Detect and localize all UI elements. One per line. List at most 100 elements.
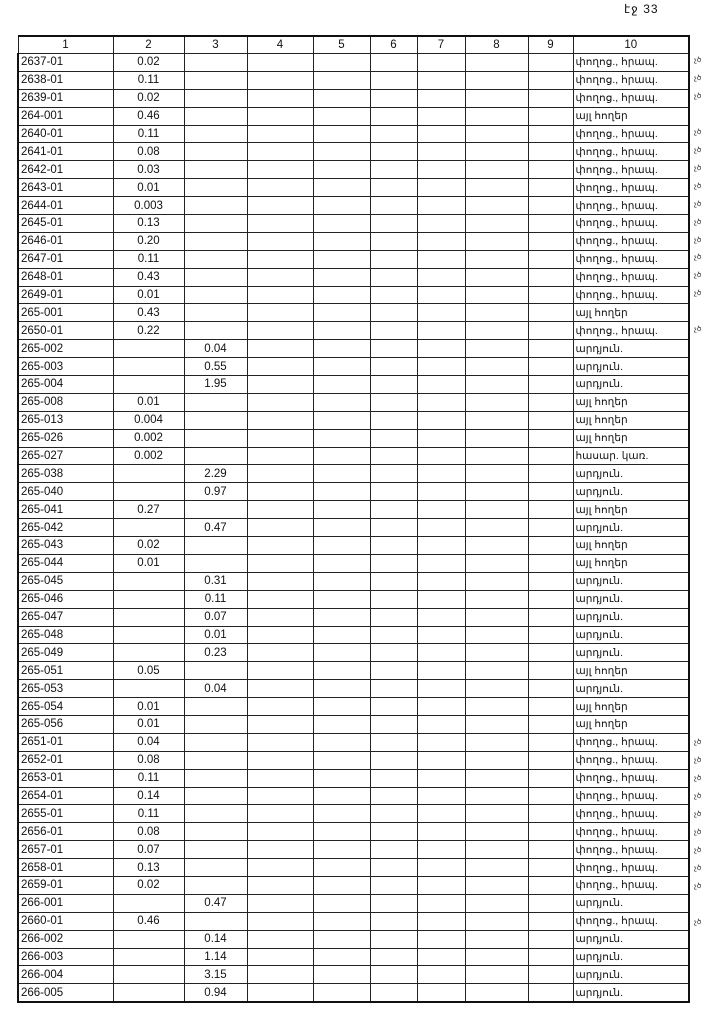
land-use-cell: փողոց., հրապ. bbox=[572, 768, 690, 788]
column-9-cell bbox=[527, 160, 574, 180]
parcel-id-cell: 265-042 bbox=[17, 518, 114, 538]
column-4-cell bbox=[246, 410, 314, 430]
column-4-cell bbox=[246, 911, 314, 931]
column-2-cell bbox=[112, 589, 185, 609]
column-2-cell: 0.14 bbox=[112, 786, 185, 806]
column-4-cell bbox=[246, 375, 314, 394]
column-9-cell bbox=[527, 410, 574, 430]
column-4-cell bbox=[246, 518, 314, 538]
parcel-id-cell: 265-051 bbox=[17, 661, 114, 681]
column-4-cell bbox=[246, 464, 314, 484]
column-9-cell bbox=[527, 768, 574, 788]
column-3-cell: 1.95 bbox=[183, 375, 248, 394]
column-4-cell bbox=[246, 70, 314, 90]
column-5-cell bbox=[312, 732, 371, 752]
column-4-cell bbox=[246, 571, 314, 591]
column-9-cell bbox=[527, 464, 574, 484]
column-2-cell bbox=[112, 643, 185, 663]
column-2-cell bbox=[112, 983, 185, 1004]
column-6-cell bbox=[369, 553, 418, 573]
parcel-id-cell: 2640-01 bbox=[17, 124, 114, 144]
column-8-cell bbox=[464, 178, 529, 198]
column-9-cell bbox=[527, 679, 574, 699]
table-row: 2639-01 0.02 փողոց., հրապ. bbox=[17, 88, 690, 108]
table-row: 265-003 0.55 արդյուն. bbox=[17, 357, 690, 377]
column-4-cell bbox=[246, 392, 314, 412]
parcel-id-cell: 265-004 bbox=[17, 375, 114, 394]
column-2-cell: 0.27 bbox=[112, 500, 185, 520]
column-9-cell bbox=[527, 249, 574, 269]
column-8-cell bbox=[464, 822, 529, 842]
column-8-cell bbox=[464, 714, 529, 734]
parcel-id-cell: 2654-01 bbox=[17, 786, 114, 806]
parcel-id-cell: 2658-01 bbox=[17, 858, 114, 877]
column-4-cell bbox=[246, 947, 314, 967]
column-4-cell bbox=[246, 553, 314, 573]
column-7-cell bbox=[416, 589, 466, 609]
column-5-cell bbox=[312, 965, 371, 985]
column-8-cell bbox=[464, 392, 529, 412]
column-8-cell bbox=[464, 893, 529, 913]
column-5-cell bbox=[312, 589, 371, 609]
column-4-cell bbox=[246, 965, 314, 985]
land-use-cell: այլ հողեր bbox=[572, 303, 690, 323]
parcel-id-cell: 2660-01 bbox=[17, 911, 114, 931]
column-7-cell bbox=[416, 482, 466, 502]
column-2-cell: 0.01 bbox=[112, 714, 185, 734]
land-use-cell: հասար. կառ. bbox=[572, 446, 690, 466]
column-3-cell bbox=[183, 840, 248, 860]
column-6-cell bbox=[369, 231, 418, 251]
column-3-cell bbox=[183, 875, 248, 895]
margin-note: չծ bbox=[694, 757, 702, 765]
column-7-cell bbox=[416, 643, 466, 663]
column-9-cell bbox=[527, 786, 574, 806]
column-9-cell bbox=[527, 571, 574, 591]
column-header: 2 bbox=[112, 35, 185, 54]
column-9-cell bbox=[527, 142, 574, 162]
column-8-cell bbox=[464, 303, 529, 323]
column-6-cell bbox=[369, 70, 418, 90]
parcel-id-cell: 2651-01 bbox=[17, 732, 114, 752]
column-3-cell bbox=[183, 196, 248, 216]
parcel-id-cell: 2644-01 bbox=[17, 196, 114, 216]
column-6-cell bbox=[369, 410, 418, 430]
column-5-cell bbox=[312, 178, 371, 198]
table-row: 265-027 0.002 հասար. կառ. bbox=[17, 446, 690, 466]
margin-note: չծ bbox=[694, 882, 702, 890]
parcel-id-cell: 2647-01 bbox=[17, 249, 114, 269]
table-row: 265-047 0.07 արդյուն. bbox=[17, 607, 690, 627]
column-5-cell bbox=[312, 571, 371, 591]
column-4-cell bbox=[246, 822, 314, 842]
table-row: 2638-01 0.11 փողոց., հրապ. bbox=[17, 70, 690, 90]
column-5-cell bbox=[312, 661, 371, 681]
column-3-cell bbox=[183, 536, 248, 555]
column-6-cell bbox=[369, 375, 418, 394]
column-8-cell bbox=[464, 446, 529, 466]
column-6-cell bbox=[369, 536, 418, 555]
column-2-cell bbox=[112, 571, 185, 591]
margin-note: չծ bbox=[694, 57, 702, 64]
table-row: 2650-01 0.22 փողոց., հրապ. bbox=[17, 321, 690, 341]
column-3-cell: 0.47 bbox=[183, 893, 248, 913]
column-5-cell bbox=[312, 482, 371, 502]
column-5-cell bbox=[312, 357, 371, 377]
column-header: 9 bbox=[527, 35, 574, 54]
page-number: էջ 33 bbox=[624, 2, 659, 16]
column-4-cell bbox=[246, 858, 314, 877]
column-7-cell bbox=[416, 464, 466, 484]
column-8-cell bbox=[464, 428, 529, 448]
margin-note: չծ bbox=[694, 74, 702, 82]
column-6-cell bbox=[369, 249, 418, 269]
column-6-cell bbox=[369, 768, 418, 788]
column-5-cell bbox=[312, 428, 371, 448]
column-5-cell bbox=[312, 160, 371, 180]
column-2-cell: 0.13 bbox=[112, 214, 185, 233]
parcel-id-cell: 2645-01 bbox=[17, 214, 114, 233]
parcel-id-cell: 2637-01 bbox=[17, 53, 114, 72]
column-3-cell: 2.29 bbox=[183, 464, 248, 484]
column-6-cell bbox=[369, 750, 418, 770]
column-4-cell bbox=[246, 142, 314, 162]
table-row: 265-056 0.01 այլ հողեր bbox=[17, 714, 690, 734]
column-8-cell bbox=[464, 482, 529, 502]
margin-note: չծ bbox=[694, 846, 702, 854]
